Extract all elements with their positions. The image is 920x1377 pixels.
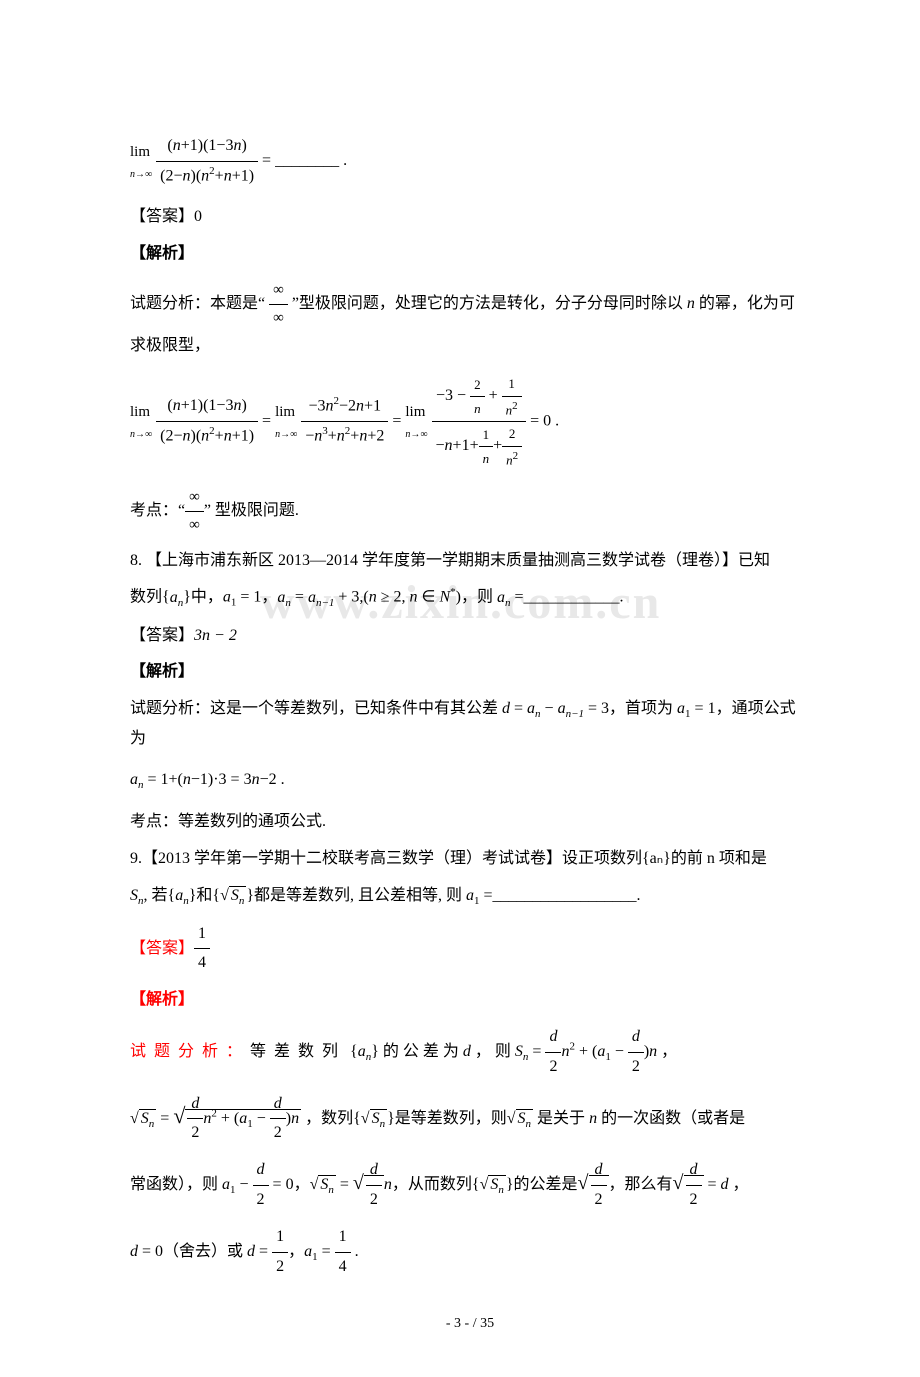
q7-point: 考点：“∞∞” 型极限问题. (130, 484, 810, 539)
q8-answer: 【答案】3n − 2 (130, 622, 810, 651)
q8-analysis-label: 【解析】 (130, 658, 810, 687)
q8-stem-1: 8. 【上海市浦东新区 2013—2014 学年度第一学期期末质量抽测高三数学试… (130, 547, 810, 576)
q8-point: 考点：等差数列的通项公式. (130, 808, 810, 837)
q9-analysis-line3: 常函数），则 a1 − d2 = 0，√Sn = √d2n，从而数列{√Sn}的… (130, 1156, 810, 1215)
q9-analysis-label: 【解析】 (130, 986, 810, 1015)
q7-analysis-label: 【解析】 (130, 240, 810, 269)
q7-answer: 【答案】0 (130, 203, 810, 232)
q9-analysis-line2: √Sn = √d2n2 + (a1 − d2)n ，数列{√Sn}是等差数列，则… (130, 1090, 810, 1149)
q7-analysis-text: 试题分析：本题是“ ∞∞ ”型极限问题，处理它的方法是转化，分子分母同时除以 n… (130, 277, 810, 361)
q9-stem-2: Sn, 若{an}和{√Sn}都是等差数列, 且公差相等, 则 a1 =____… (130, 882, 810, 912)
label: 【答案】 (130, 208, 194, 225)
page-number: - 3 - / 35 (130, 1311, 810, 1336)
q7-limit-formula: lim n→∞ (n+1)(1−3n) (2−n)(n2+n+1) = ____… (130, 132, 810, 191)
value: 0 (194, 208, 202, 225)
q9-analysis-line1: 试题分析：等差数列 {an} 的 公 差 为 d ， 则 Sn = d2n2 +… (130, 1023, 810, 1082)
q8-analysis-text: 试题分析：这是一个等差数列，已知条件中有其公差 d = an − an−1 = … (130, 695, 810, 754)
q9-answer: 【答案】14 (130, 920, 810, 979)
q8-stem-2: 数列{an}中，a1 = 1，an = an−1 + 3,(n ≥ 2, n ∈… (130, 583, 810, 613)
q7-formula: lim n→∞ (n+1)(1−3n) (2−n)(n2+n+1) = lim … (130, 372, 810, 471)
q8-formula: an = 1+(n−1)·3 = 3n−2 . (130, 766, 810, 796)
q9-analysis-line4: d = 0（舍去）或 d = 12，a1 = 14 . (130, 1223, 810, 1282)
q9-stem-1: 9.【2013 学年第一学期十二校联考高三数学（理）考试试卷】设正项数列{aₙ}… (130, 845, 810, 874)
